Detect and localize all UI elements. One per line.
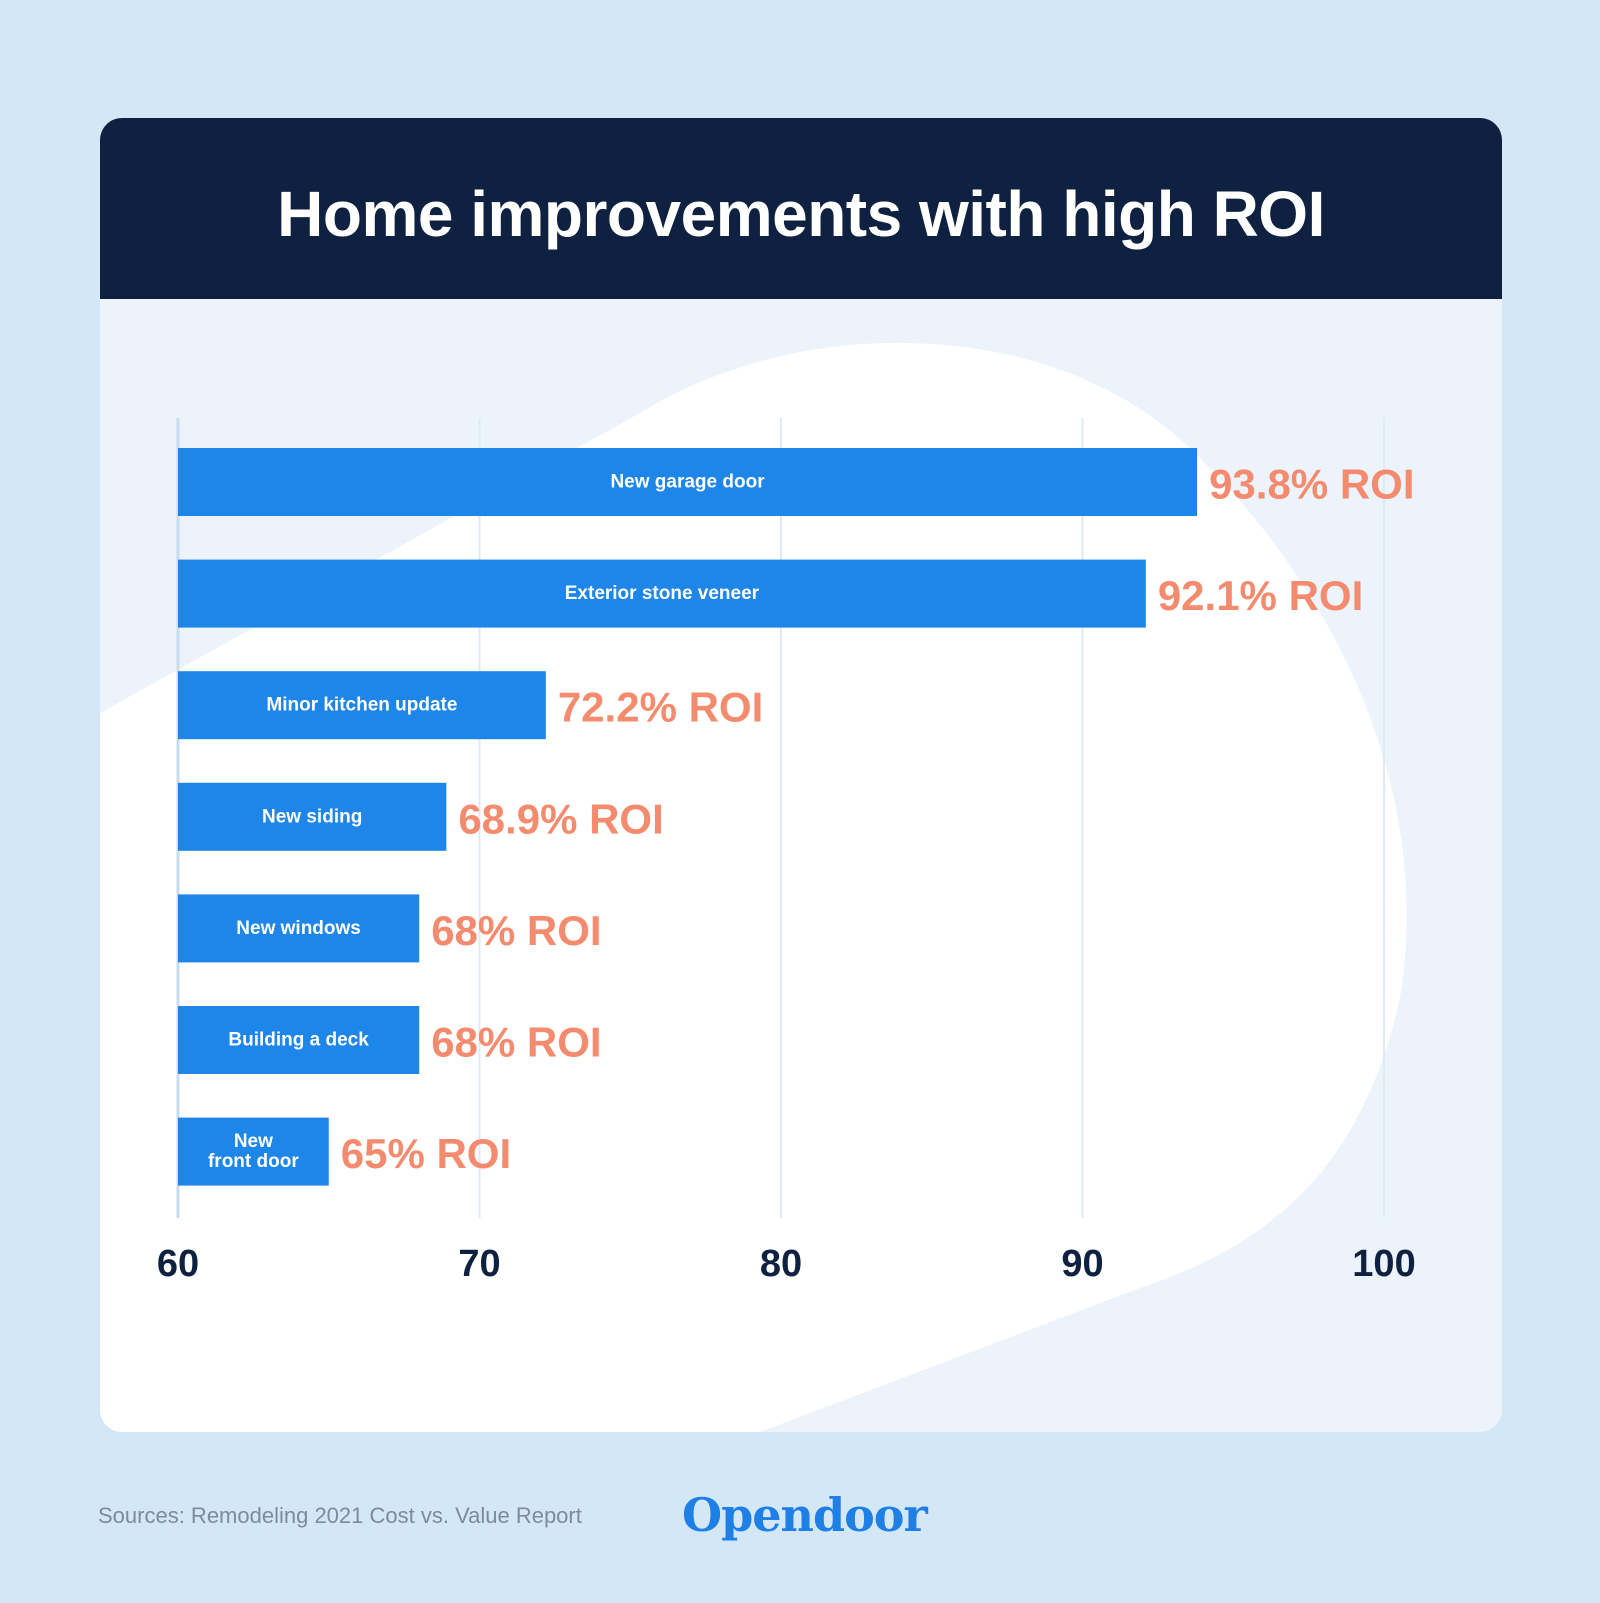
source-note: Sources: Remodeling 2021 Cost vs. Value … xyxy=(98,1503,582,1528)
bar-value-label: 72.2% ROI xyxy=(558,684,763,731)
bar xyxy=(178,448,1198,516)
chart-card: New garage door 93.8% ROI Exterior stone v… xyxy=(100,118,1502,1432)
brand-logo: Opendoor xyxy=(682,1488,928,1542)
bar xyxy=(178,782,447,851)
bar-category-label: Building a deck xyxy=(228,1030,369,1051)
bar xyxy=(178,1006,420,1074)
bar-value-label: 92.1% ROI xyxy=(1158,572,1363,619)
bar-category-label: Minor kitchen update xyxy=(266,695,457,716)
bar-value-label: 93.8% ROI xyxy=(1209,461,1414,508)
bar xyxy=(178,894,420,963)
bar-value-label: 68% ROI xyxy=(431,1019,601,1066)
bar-category-label: Exterior stone veneer xyxy=(565,583,760,604)
x-tick-label: 80 xyxy=(760,1243,802,1285)
bar-category-label: New windows xyxy=(236,918,361,939)
bars: New garage door 93.8% ROI Exterior stone v… xyxy=(178,448,1415,1186)
chart-svg: New garage door 93.8% ROI Exterior stone v… xyxy=(100,342,1416,1432)
chart-title: Home improvements with high ROI xyxy=(277,177,1325,250)
x-axis-ticks: 60 70 80 90 100 xyxy=(157,1243,1416,1285)
x-tick-label: 90 xyxy=(1061,1243,1103,1285)
bar-value-label: 68% ROI xyxy=(431,907,601,954)
bar xyxy=(178,1117,329,1186)
bar-category-label: New siding xyxy=(262,806,362,827)
chart-header: Home improvements with high ROI xyxy=(100,118,1502,299)
bar-category-label: New garage door xyxy=(610,472,765,493)
x-tick-label: 70 xyxy=(458,1243,500,1285)
bar-value-label: 68.9% ROI xyxy=(458,795,663,842)
x-tick-label: 60 xyxy=(157,1243,199,1285)
x-tick-label: 100 xyxy=(1352,1243,1415,1285)
bar xyxy=(178,671,546,740)
bar-value-label: 65% ROI xyxy=(341,1130,511,1177)
bar-category-label: front door xyxy=(208,1151,299,1172)
bar-category-label: New xyxy=(234,1131,273,1152)
bar xyxy=(178,559,1146,628)
